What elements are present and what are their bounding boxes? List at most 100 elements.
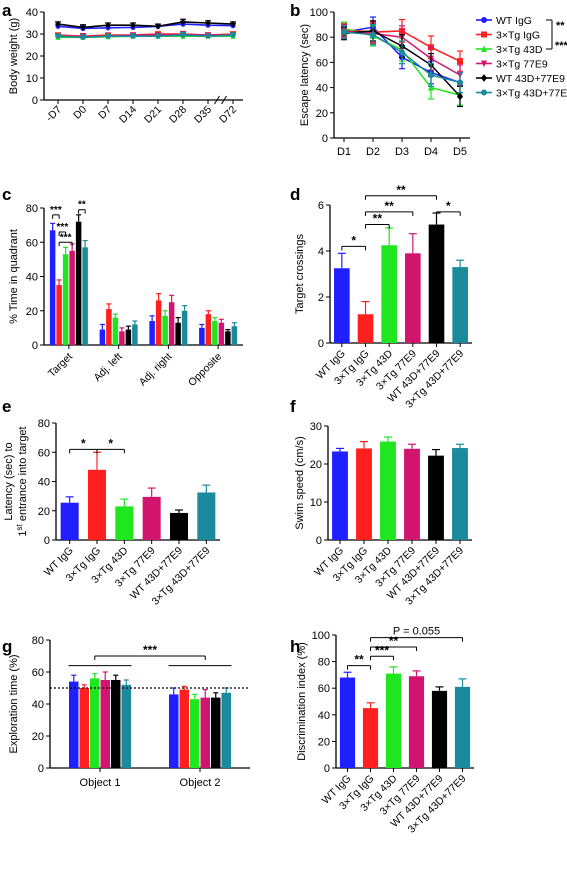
x-tick-label: D2 [366,146,380,158]
y-tick-label: 20 [26,306,38,318]
panel-letter: d [290,185,300,204]
data-point [80,24,86,31]
axis-break-mark [221,95,227,105]
legend-label: WT IgG [496,15,532,27]
y-tick-label: 40 [316,83,328,95]
data-point [155,22,161,30]
x-tick-label: -D7 [44,104,65,125]
data-point [105,33,111,39]
significance-label: * [81,436,86,450]
series-line [57,21,234,29]
significance-p-value-label: P = 0.055 [393,626,440,638]
y-axis-label-line-2: 1st entrance into target [15,426,29,536]
y-tick-label: 40 [318,710,330,722]
y-tick-label: 60 [38,447,50,459]
x-tick-label: Adj. right [137,351,175,389]
bar [62,254,69,345]
significance-label: * [351,233,356,247]
bar [60,502,79,540]
bar [179,689,189,768]
significance-label: *** [57,222,69,233]
y-tick-label: 80 [316,32,328,44]
x-tick-label: D1 [337,146,351,158]
y-tick-label: 60 [318,683,330,695]
significance-label: ** [396,183,406,197]
data-point [130,21,136,29]
y-tick-label: 6 [318,200,324,212]
y-tick-label: 0 [32,95,38,107]
significance-label: ** [373,212,383,226]
y-axis-label: % Time in quadrant [8,229,20,324]
x-tick-label: D35 [192,104,214,126]
x-tick-label: D7 [96,104,114,122]
series-line [57,34,234,39]
bar [190,699,200,768]
bar [225,331,231,345]
bar [405,253,421,343]
y-axis-label: Swim speed (cm/s) [294,436,306,530]
x-tick-label: Opposite [186,351,224,389]
panel-letter: a [2,1,12,20]
bar [181,310,188,345]
panel-g-exploration-time-chart: 0 20 40 60 80 Exploration time (%) Object 1 Obj… [8,635,250,789]
bar [454,686,471,768]
bar [175,322,181,345]
legend-label: WT 43D+77E9 [496,73,565,85]
bar [121,684,131,768]
y-tick-label: 0 [44,535,50,547]
bar [106,309,112,345]
bar [125,329,132,345]
data-point [428,84,434,91]
bar [75,221,82,345]
significance-label: ** [389,634,399,648]
x-tick-label: D3 [395,146,409,158]
data-point [230,32,236,38]
legend-label: 3×Tg 43D [496,44,543,56]
y-tick-label: 0 [32,340,38,352]
panel-letter: g [2,637,12,656]
y-tick-label: 100 [312,630,330,642]
bar [356,448,372,540]
bar [142,496,161,540]
bar [211,697,221,768]
bar [69,681,79,768]
y-tick-label: 20 [310,459,322,471]
y-tick-label: 10 [26,73,38,85]
y-tick-label: 0 [322,133,328,145]
y-tick-label: 80 [318,657,330,669]
data-point [230,20,236,28]
y-tick-label: 80 [38,418,50,430]
x-tick-label: Adj. left [91,351,124,384]
bar [112,317,119,345]
data-point [80,34,86,40]
bar [100,680,110,768]
y-tick-label: 40 [26,7,38,19]
significance-label: ** [556,20,565,32]
panel-letter: e [2,397,11,416]
bar [428,224,445,343]
y-axis-label: Target crossings [294,233,306,314]
y-axis-label-superscript: st [15,523,24,530]
bar [82,247,88,345]
panel-c-quadrant-time-chart: 0 20 40 60 80 % Time in quadrant Target Adj. le… [8,200,243,389]
y-tick-label: 40 [26,272,38,284]
data-point [341,29,347,36]
data-point [130,33,136,39]
x-tick-label: Object 2 [180,777,221,789]
y-tick-label: 0 [38,763,44,775]
data-point [481,31,487,38]
data-point [55,33,61,39]
bar [162,315,168,345]
bar [381,245,397,343]
significance-label: ** [354,653,364,667]
bar [408,676,425,768]
bar [428,455,444,540]
bar [404,448,420,540]
significance-label: ** [78,200,86,211]
panel-a-body-weight-chart: 0 10 20 30 40 Body weight (g) -D7 D0 D7 D14 D21 D28… [8,7,243,126]
bar [231,326,238,345]
bar [87,469,107,540]
significance-label: * [108,436,113,450]
bar [334,268,350,343]
